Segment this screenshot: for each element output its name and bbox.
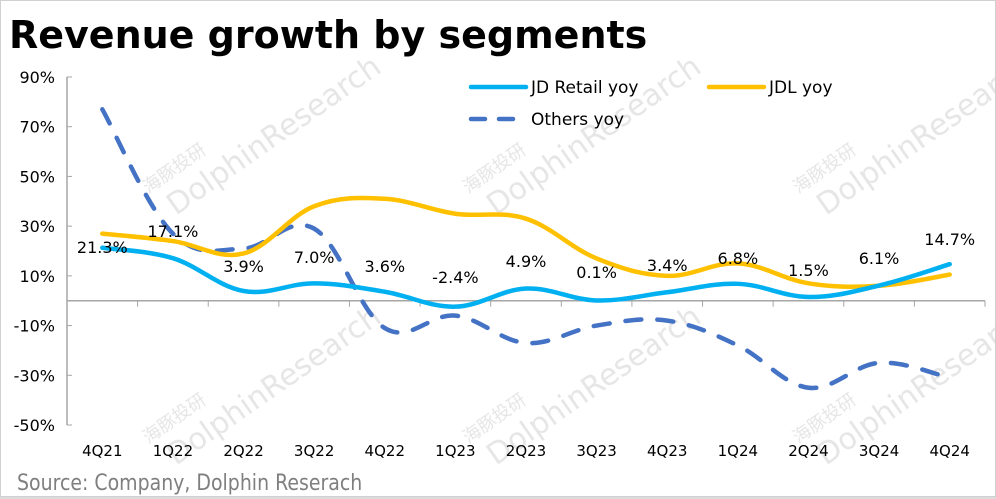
source-note: Source: Company, Dolphin Reserach [17, 471, 363, 496]
x-tick-label: 2Q22 [223, 442, 263, 460]
y-tick-label: -10% [14, 317, 55, 336]
x-tick-label: 1Q24 [718, 442, 758, 460]
data-label-jd-retail: 0.1% [576, 263, 617, 282]
data-label-jd-retail: 17.1% [148, 222, 199, 241]
series-lines [100, 107, 952, 391]
x-tick-label: 4Q24 [929, 442, 969, 460]
y-tick-label: -50% [14, 416, 55, 435]
legend-label: JD Retail yoy [530, 78, 638, 98]
data-label-jd-retail: 1.5% [788, 261, 829, 280]
y-tick-label: 10% [19, 267, 55, 286]
y-tick-label: 90% [19, 68, 55, 87]
x-tick-label: 3Q24 [859, 442, 899, 460]
data-labels: 21.3% 17.1% 3.9% 7.0% 3.6% -2.4% 4.9% 0.1% 3.4% 6… [77, 222, 975, 287]
y-tick-label: 70% [19, 118, 55, 137]
x-tick-label: 1Q23 [435, 442, 475, 460]
y-tick-label: 50% [19, 167, 55, 186]
x-tick-label: 1Q22 [153, 442, 193, 460]
axes: 90% 70% 50% 30% 10% -10% -30% -50% 4Q21 1Q22 2Q22 3… [14, 68, 986, 460]
x-tick-label: 3Q23 [576, 442, 616, 460]
legend: JD Retail yoy JDL yoy Others yoy [468, 78, 833, 130]
series-line-others-yoy [100, 107, 952, 391]
data-label-jd-retail: 3.9% [223, 257, 264, 276]
legend-item-jdl-yoy: JDL yoy [706, 78, 833, 98]
x-tick-label: 2Q24 [788, 442, 828, 460]
data-label-jd-retail: 3.4% [647, 256, 688, 275]
legend-label: JDL yoy [768, 78, 833, 98]
x-tick-label: 2Q23 [506, 442, 546, 460]
legend-label: Others yoy [531, 110, 624, 130]
data-label-jd-retail: 3.6% [364, 257, 405, 276]
data-label-jd-retail: 21.3% [77, 238, 128, 257]
chart-title: Revenue growth by segments [9, 13, 648, 57]
legend-item-others-yoy: Others yoy [468, 110, 624, 130]
x-tick-label: 4Q22 [365, 442, 405, 460]
watermark-en: DolphinResearch [160, 299, 387, 473]
legend-item-jd-retail-yoy: JD Retail yoy [468, 78, 638, 98]
watermark-en: DolphinResearch [480, 49, 707, 223]
data-label-jd-retail: 6.8% [718, 249, 759, 268]
data-label-jd-retail: 4.9% [506, 252, 547, 271]
y-tick-label: -30% [14, 366, 55, 385]
x-tick-label: 4Q21 [82, 442, 122, 460]
x-tick-label: 4Q23 [647, 442, 687, 460]
data-label-jd-retail: 14.7% [924, 230, 975, 249]
y-tick-label: 30% [19, 217, 55, 236]
x-tick-label: 3Q22 [294, 442, 334, 460]
data-label-jd-retail: -2.4% [432, 268, 478, 287]
data-label-jd-retail: 6.1% [859, 249, 900, 268]
watermark-en: DolphinResearch [810, 49, 996, 223]
data-label-jd-retail: 7.0% [294, 248, 335, 267]
